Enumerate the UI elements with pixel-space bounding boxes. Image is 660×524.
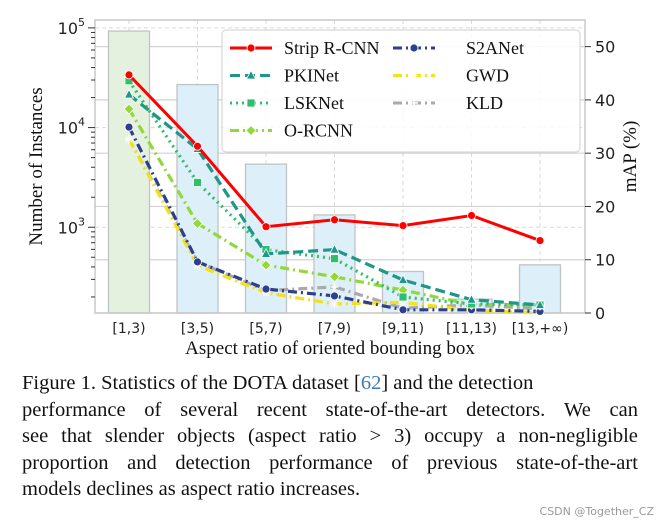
- data-point: [399, 298, 407, 307]
- data-point: [261, 222, 271, 232]
- legend-item: S2ANet: [393, 38, 524, 58]
- data-point: [260, 248, 272, 258]
- caption-text: Figure 1. Statistics of the DOTA dataset…: [22, 372, 361, 394]
- series-strip-r-cnn: [124, 70, 545, 245]
- data-point: [246, 43, 256, 53]
- legend-label: GWD: [466, 66, 509, 86]
- x-tick-label: [9,11): [382, 321, 424, 337]
- data-point: [330, 254, 339, 264]
- data-point: [410, 99, 418, 107]
- figure-caption: Figure 1. Statistics of the DOTA dataset…: [22, 370, 638, 503]
- y-tick-label-left: 105: [58, 16, 85, 38]
- y-tick-label-right: 50: [595, 38, 615, 57]
- x-tick-label: [5,7): [249, 321, 282, 337]
- y-tick-label-right: 10: [595, 251, 615, 270]
- y-axis-label-right: mAP (%): [620, 121, 641, 193]
- data-point: [245, 69, 257, 80]
- y-tick-label-left: 104: [58, 116, 85, 138]
- legend-label: Strip R-CNN: [284, 38, 380, 58]
- tick-base: 10: [58, 19, 78, 38]
- legend-item: KLD: [393, 93, 503, 113]
- data-point: [245, 124, 257, 137]
- legend-box: [221, 29, 581, 153]
- data-point: [467, 211, 476, 220]
- y-tick-label-right: 30: [595, 144, 615, 163]
- caption-line: performance of several recent state-of-the-a…: [22, 398, 638, 421]
- citation-link[interactable]: 62: [360, 372, 382, 394]
- data-point: [123, 88, 135, 99]
- y-tick-label-left: 103: [58, 215, 85, 237]
- legend: Strip R-CNN PKINet LSKNet O-RCNN S2ANet GWD KL…: [221, 29, 581, 153]
- caption-line: see that slender objects (aspect ratio >3) occu…: [22, 425, 638, 447]
- data-point: [466, 293, 477, 304]
- caption-line: proportion and detection performance of previ…: [22, 451, 638, 474]
- data-point: [409, 43, 419, 53]
- x-tick-label: [7,9): [318, 321, 351, 337]
- y-tick-label-right: 40: [595, 91, 615, 110]
- tick-exponent: 5: [78, 16, 85, 29]
- y-axis-label-left: Number of Instances: [26, 87, 47, 245]
- x-axis-label: Aspect ratio of oriented bounding box: [185, 338, 475, 359]
- data-point: [410, 71, 418, 80]
- tick-base: 10: [58, 119, 78, 138]
- data-point: [398, 292, 408, 302]
- watermark: CSDN @Together_CZ: [539, 505, 654, 518]
- caption-text: ] and the detection: [381, 372, 534, 394]
- data-point: [330, 215, 339, 225]
- tick-base: 10: [58, 218, 78, 237]
- y-tick-label-right: 20: [595, 197, 615, 216]
- data-point: [191, 217, 204, 230]
- data-point: [397, 274, 409, 284]
- plot-frame: [94, 19, 586, 314]
- legend-label: KLD: [466, 93, 503, 113]
- data-point: [534, 299, 546, 309]
- x-tick-label: [11,13): [446, 321, 497, 337]
- legend-item: LSKNet: [230, 93, 344, 113]
- data-point: [124, 122, 134, 132]
- data-point: [398, 305, 408, 315]
- bar: [176, 83, 219, 314]
- legend-label: S2ANet: [466, 38, 524, 58]
- data-point: [260, 259, 272, 271]
- legend-label: PKINet: [284, 66, 339, 86]
- data-point: [261, 284, 271, 294]
- legend-label: LSKNet: [284, 93, 344, 113]
- legend-item: Strip R-CNN: [230, 38, 380, 58]
- data-point: [193, 178, 202, 187]
- caption-line: Figure 1. Statistics of the DOTA dataset…: [22, 370, 638, 397]
- x-tick-label: [1,3): [112, 321, 145, 337]
- data-point: [330, 299, 339, 308]
- legend-item: PKINet: [230, 66, 339, 86]
- legend-item: O-RCNN: [230, 121, 353, 141]
- data-point: [124, 70, 134, 80]
- caption-line: models declines as aspect ratio increase…: [22, 478, 361, 500]
- data-point: [193, 141, 202, 151]
- x-tick-label: [3,5): [181, 321, 214, 337]
- data-point: [328, 271, 341, 283]
- legend-label: O-RCNN: [284, 121, 353, 141]
- y-tick-label-right: 0: [595, 304, 605, 323]
- data-point: [535, 236, 545, 245]
- tick-exponent: 3: [78, 215, 85, 228]
- data-point: [193, 257, 202, 267]
- x-tick-label: [13,+∞): [512, 321, 569, 337]
- data-point: [125, 135, 133, 144]
- data-point: [123, 103, 135, 115]
- data-point: [330, 282, 339, 291]
- data-point: [246, 98, 256, 108]
- legend-item: GWD: [393, 66, 509, 86]
- tick-exponent: 4: [78, 116, 85, 129]
- data-point: [398, 221, 408, 231]
- data-point: [329, 243, 340, 254]
- data-point: [330, 291, 339, 301]
